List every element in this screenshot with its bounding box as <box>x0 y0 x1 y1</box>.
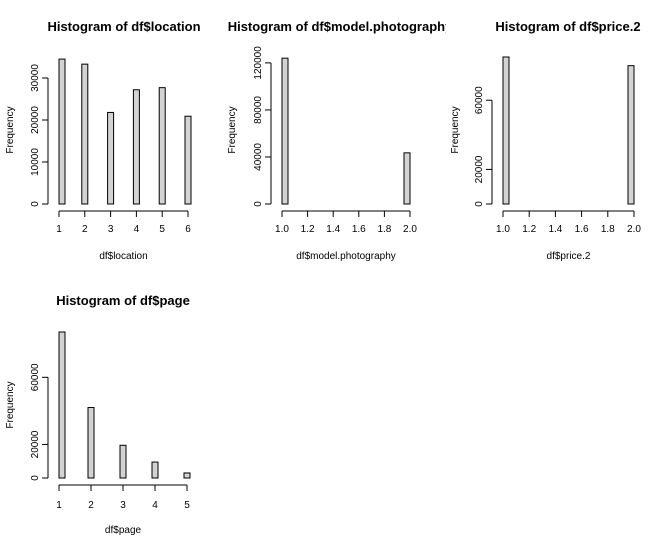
x-tick-label: 3 <box>108 224 114 235</box>
y-tick-label: 10000 <box>30 148 41 176</box>
y-tick-label: 60000 <box>30 363 41 391</box>
histogram-bar <box>119 444 127 479</box>
y-tick-label: 20000 <box>30 106 41 134</box>
chart-title: Histogram of df$model.photography <box>228 19 453 34</box>
x-tick-label: 1.2 <box>301 224 315 235</box>
x-tick-label: 1.8 <box>377 224 391 235</box>
x-axis-label: df$price.2 <box>547 251 591 262</box>
x-tick-label: 5 <box>159 224 165 235</box>
y-axis-label: Frequency <box>450 106 461 153</box>
x-tick-label: 6 <box>185 224 191 235</box>
x-tick-label: 2 <box>88 500 94 511</box>
x-tick-label: 2 <box>82 224 88 235</box>
x-tick-label: 1.0 <box>496 224 510 235</box>
histogram-bar <box>107 111 115 205</box>
y-tick-label: 60000 <box>474 86 485 114</box>
x-tick-label: 1.2 <box>522 224 536 235</box>
chart-title: Histogram of df$page <box>56 293 190 308</box>
histogram-bar <box>183 472 191 479</box>
x-axis-label: df$location <box>99 251 147 262</box>
y-tick-label: 40000 <box>253 143 264 171</box>
chart-title: Histogram of df$price.2 <box>495 19 640 34</box>
histogram-bar <box>81 63 89 205</box>
histogram-bar <box>281 57 289 205</box>
y-axis-label: Frequency <box>5 381 16 428</box>
y-tick-label: 80000 <box>253 96 264 124</box>
histogram-bar <box>184 115 192 205</box>
x-tick-label: 1.0 <box>275 224 289 235</box>
x-tick-label: 1.8 <box>601 224 615 235</box>
y-axis-label: Frequency <box>5 106 16 153</box>
histogram-bar <box>158 87 166 205</box>
histogram-bar <box>627 65 635 205</box>
x-tick-label: 3 <box>120 500 126 511</box>
x-tick-label: 1.4 <box>548 224 562 235</box>
y-tick-label: 0 <box>30 475 41 481</box>
y-tick-label: 0 <box>474 201 485 207</box>
y-axis-label: Frequency <box>227 106 238 153</box>
x-tick-label: 1.4 <box>326 224 340 235</box>
histogram-bar <box>87 407 95 479</box>
x-tick-label: 2.0 <box>627 224 641 235</box>
histogram-bar <box>151 461 159 479</box>
histogram-panel-1: Histogram of df$location 1 2 3 4 5 6 0 10000 2000… <box>5 19 201 262</box>
histogram-bar <box>502 56 510 205</box>
histogram-bar <box>58 331 66 479</box>
x-tick-label: 4 <box>134 224 140 235</box>
y-tick-label: 30000 <box>30 64 41 92</box>
y-tick-label: 120000 <box>253 46 264 80</box>
x-tick-label: 1.6 <box>575 224 589 235</box>
x-tick-label: 1 <box>56 224 62 235</box>
histogram-panel-2: Histogram of df$model.photography 1.0 1.2 1… <box>227 19 453 262</box>
y-tick-label: 20000 <box>474 155 485 183</box>
x-tick-label: 4 <box>152 500 158 511</box>
chart-title: Histogram of df$location <box>47 19 200 34</box>
x-tick-label: 1 <box>56 500 62 511</box>
y-tick-label: 20000 <box>30 430 41 458</box>
histogram-bar <box>58 58 66 205</box>
x-tick-label: 1.6 <box>352 224 366 235</box>
y-tick-label: 0 <box>253 201 264 207</box>
histogram-panel-3: Histogram of df$price.2 1.0 1.2 1.4 1.6 1.8 2.… <box>450 19 641 262</box>
x-tick-label: 2.0 <box>403 224 417 235</box>
x-axis-label: df$model.photography <box>296 251 396 262</box>
y-tick-label: 0 <box>30 201 41 207</box>
x-tick-label: 5 <box>184 500 190 511</box>
histogram-panel-4: Histogram of df$page 1 2 3 4 5 0 20000 60000 df$p… <box>5 293 191 536</box>
x-axis-label: df$page <box>105 525 142 536</box>
histogram-bar <box>403 152 411 205</box>
histogram-bar <box>132 89 140 205</box>
